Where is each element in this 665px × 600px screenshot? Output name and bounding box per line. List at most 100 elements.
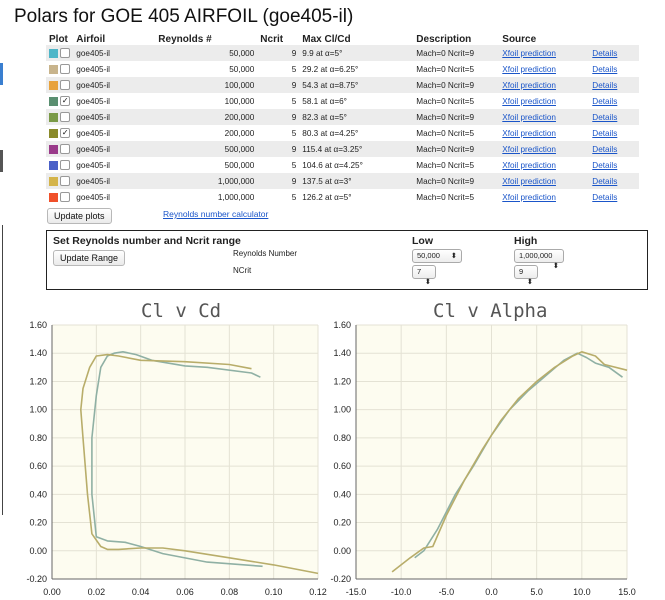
ncrit-low-select[interactable]: 7 ⬍ xyxy=(412,265,436,286)
x-tick-label: 0.06 xyxy=(176,587,194,597)
source-link[interactable]: Xfoil prediction xyxy=(502,160,556,170)
update-range-button[interactable]: Update Range xyxy=(53,250,126,266)
details-link[interactable]: Details xyxy=(592,176,618,186)
details-link[interactable]: Details xyxy=(592,64,618,74)
details-link[interactable]: Details xyxy=(592,144,618,154)
max-clcd-cell: 58.1 at α=6° xyxy=(302,96,347,106)
ncrit-cell: 5 xyxy=(291,128,297,138)
plot-checkbox[interactable] xyxy=(60,176,71,186)
plot-cell xyxy=(46,77,73,93)
plot-checkbox[interactable]: ✓ xyxy=(60,96,71,106)
y-tick-label: 1.00 xyxy=(29,405,47,415)
series-line xyxy=(80,353,319,575)
details-link[interactable]: Details xyxy=(592,96,618,106)
details-link[interactable]: Details xyxy=(592,48,618,58)
ncrit-high-select[interactable]: 9 ⬍ xyxy=(514,265,538,286)
y-tick-label: 0.40 xyxy=(333,489,351,499)
table-row: goe405-il 100,000 9 54.3 at α=8.75° Mach=0 N… xyxy=(46,77,640,93)
series-line xyxy=(91,350,263,568)
airfoil-cell: goe405-il xyxy=(76,64,110,74)
plot-checkbox[interactable] xyxy=(60,112,71,122)
y-tick-label: 0.00 xyxy=(29,546,47,556)
y-tick-label: -0.20 xyxy=(330,574,351,584)
reynolds-calculator-link[interactable]: Reynolds number calculator xyxy=(163,209,269,219)
ncrit-cell: 9 xyxy=(291,80,297,90)
ncrit-label: NCrit xyxy=(233,266,252,275)
source-link[interactable]: Xfoil prediction xyxy=(502,96,556,106)
series-color-swatch xyxy=(49,192,58,202)
reynolds-cell: 500,000 xyxy=(224,144,255,154)
reynolds-low-select[interactable]: 50,000 ⬍ xyxy=(412,249,462,263)
x-tick-label: 5.0 xyxy=(530,587,543,597)
ncrit-cell: 9 xyxy=(291,144,297,154)
ncrit-cell: 9 xyxy=(291,48,297,58)
plot-checkbox[interactable] xyxy=(60,144,71,154)
source-link[interactable]: Xfoil prediction xyxy=(502,144,556,154)
source-link[interactable]: Xfoil prediction xyxy=(502,48,556,58)
table-row: goe405-il 500,000 5 104.6 at α=4.25° Mach=0 … xyxy=(46,157,639,173)
ncrit-cell: 5 xyxy=(291,96,297,106)
plot-cell: ✓ xyxy=(46,93,73,109)
series-color-swatch xyxy=(49,96,58,106)
source-link[interactable]: Xfoil prediction xyxy=(502,80,556,90)
col-plot: Plot xyxy=(49,33,68,45)
low-header: Low xyxy=(412,235,433,247)
polar-plots: 0.00 0.02 0.04 0.06 0.08 0.10 0.12-0.200.000.2… xyxy=(26,320,635,597)
max-clcd-cell: 9.9 at α=5° xyxy=(302,48,343,58)
x-tick-label: 0.00 xyxy=(43,587,61,597)
series-color-swatch xyxy=(49,128,58,138)
updown-icon: ⬍ xyxy=(526,277,533,286)
x-tick-label: 10.0 xyxy=(573,587,591,597)
airfoil-cell: goe405-il xyxy=(76,96,110,106)
series-line xyxy=(414,352,623,559)
airfoil-cell: goe405-il xyxy=(76,160,110,170)
y-tick-label: 0.80 xyxy=(29,433,47,443)
y-tick-label: 1.20 xyxy=(29,376,47,386)
airfoil-cell: goe405-il xyxy=(76,128,110,138)
plot-cell xyxy=(46,109,73,125)
y-tick-label: -0.20 xyxy=(26,574,47,584)
window-edge-marker xyxy=(0,150,3,172)
details-link[interactable]: Details xyxy=(592,128,618,138)
description-cell: Mach=0 Ncrit=5 xyxy=(416,192,475,202)
plot-checkbox[interactable] xyxy=(60,80,71,90)
description-cell: Mach=0 Ncrit=5 xyxy=(416,160,475,170)
y-tick-label: 0.40 xyxy=(29,489,47,499)
series-line xyxy=(391,350,628,573)
description-cell: Mach=0 Ncrit=9 xyxy=(416,112,475,122)
source-link[interactable]: Xfoil prediction xyxy=(502,64,556,74)
table-row: ✓ goe405-il 100,000 5 58.1 at α=6° Mach=0 Ncr… xyxy=(46,93,639,109)
polars-table: Plot Airfoil Reynolds # Ncrit Max Cl/Cd … xyxy=(46,33,640,205)
reynolds-high-select[interactable]: 1,000,000 ⬍ xyxy=(514,249,564,270)
details-link[interactable]: Details xyxy=(592,112,618,122)
y-tick-label: 1.40 xyxy=(29,348,47,358)
range-panel-title: Set Reynolds number and Ncrit range xyxy=(53,235,241,247)
source-link[interactable]: Xfoil prediction xyxy=(502,176,556,186)
plot-checkbox[interactable] xyxy=(60,160,71,170)
update-plots-button[interactable]: Update plots xyxy=(47,208,112,224)
col-details xyxy=(589,33,639,45)
plot-checkbox[interactable] xyxy=(60,64,71,74)
chart-title-cl-cd: Cl v Cd xyxy=(141,300,222,322)
description-cell: Mach=0 Ncrit=5 xyxy=(416,128,475,138)
source-link[interactable]: Xfoil prediction xyxy=(502,192,556,202)
reynolds-number-label: Reynolds Number xyxy=(233,249,298,258)
chart-title-cl-alpha: Cl v Alpha xyxy=(433,300,548,322)
ncrit-cell: 5 xyxy=(291,160,297,170)
source-link[interactable]: Xfoil prediction xyxy=(502,128,556,138)
details-link[interactable]: Details xyxy=(592,160,618,170)
ncrit-cell: 9 xyxy=(291,176,297,186)
plot-cell xyxy=(46,45,73,61)
plot-checkbox[interactable] xyxy=(60,192,71,202)
details-link[interactable]: Details xyxy=(592,80,618,90)
y-tick-label: 0.20 xyxy=(333,518,351,528)
window-edge-marker xyxy=(0,63,3,85)
max-clcd-cell: 82.3 at α=5° xyxy=(302,112,347,122)
y-tick-label: 0.80 xyxy=(333,433,351,443)
plot-checkbox[interactable] xyxy=(60,48,71,58)
col-reynolds: Reynolds # xyxy=(158,33,212,45)
plot-checkbox[interactable]: ✓ xyxy=(60,128,71,138)
details-link[interactable]: Details xyxy=(592,192,618,202)
source-link[interactable]: Xfoil prediction xyxy=(502,112,556,122)
airfoil-cell: goe405-il xyxy=(76,112,110,122)
